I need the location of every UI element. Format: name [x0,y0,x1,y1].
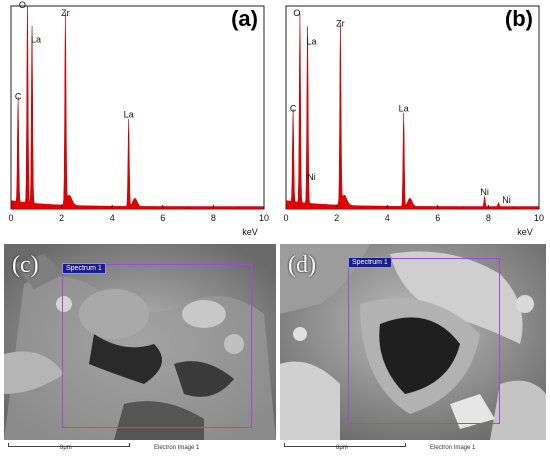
x-tick-label: 10 [259,213,269,223]
sem-panel-d: (d) Spectrum 1 8μm Electron Image 1 [280,244,546,454]
peak-label: Zr [61,8,70,18]
scale-text-c: 8μm [60,445,72,451]
peak-label: Ni [480,187,489,197]
sem-footer-d: 8μm Electron Image 1 [280,440,546,454]
spectrum-trace [10,5,265,210]
sem-texture-d [280,244,546,440]
peak-label: La [31,34,41,44]
x-tick-label: 2 [59,213,64,223]
spectrum-region-d[interactable] [348,258,500,424]
eds-panel-a: 0 2 4 6 8 10 keV (a) C O La Zr La [0,0,275,240]
x-axis-label: keV [517,227,533,237]
panel-label: (b) [505,6,533,31]
image-caption-d: Electron Image 1 [430,445,476,451]
x-tick-label: 10 [534,213,544,223]
image-caption-c: Electron Image 1 [154,445,200,451]
scale-text-d: 8μm [336,445,348,451]
spectrum-region-c[interactable] [62,264,252,428]
peak-label: La [399,104,409,114]
sem-footer-c: 8μm Electron Image 1 [4,440,276,454]
plot-frame [285,5,540,210]
sem-texture-c [4,244,276,440]
x-tick-label: 6 [435,213,440,223]
peak-label: Ni [307,172,316,182]
x-tick-label: 6 [160,213,165,223]
panel-label-c: (c) [12,252,39,278]
scale-bar-c [8,443,130,447]
scale-bar-d [284,443,406,447]
x-tick-label: 8 [486,213,491,223]
panel-label-d: (d) [288,252,316,278]
peak-label: C [15,91,22,101]
x-tick-label: 0 [283,213,288,223]
x-axis-label: keV [242,227,258,237]
peak-label: La [124,110,134,120]
panel-label: (a) [231,6,258,31]
spectrum-tag-d: Spectrum 1 [348,257,392,268]
peak-label: Zr [336,18,345,28]
peak-label: Ni [502,195,511,205]
eds-panel-b: 0 2 4 6 8 10 keV (b) C O La Ni Zr La Ni Ni [275,0,550,240]
sem-panel-c: (c) Spectrum 1 8μm Electron Image 1 [4,244,276,454]
peak-label: O [293,8,300,18]
spectrum-tag-c: Spectrum 1 [62,263,106,274]
peak-label: La [306,36,316,46]
plot-frame [10,5,265,210]
peak-label: C [290,104,297,114]
peak-label: O [19,0,26,10]
x-tick-label: 8 [211,213,216,223]
spectrum-trace [285,13,540,210]
x-tick-label: 4 [385,213,390,223]
x-tick-label: 2 [334,213,339,223]
x-tick-label: 4 [110,213,115,223]
x-tick-label: 0 [8,213,13,223]
